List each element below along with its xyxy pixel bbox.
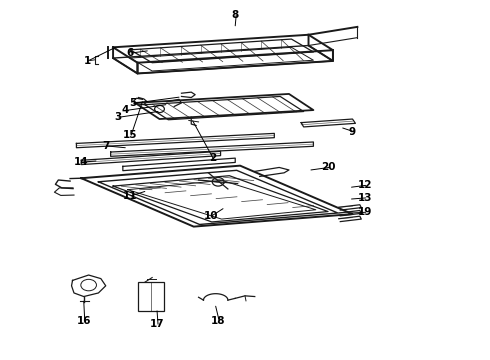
Text: 11: 11 bbox=[123, 191, 137, 201]
Text: 14: 14 bbox=[74, 157, 89, 167]
Text: 8: 8 bbox=[232, 10, 239, 20]
Text: 10: 10 bbox=[203, 211, 218, 221]
Text: 1: 1 bbox=[84, 55, 91, 66]
Text: 6: 6 bbox=[126, 48, 134, 58]
Text: 12: 12 bbox=[358, 180, 372, 190]
Text: 3: 3 bbox=[114, 112, 122, 122]
Text: 18: 18 bbox=[211, 316, 225, 325]
Text: 4: 4 bbox=[122, 105, 129, 116]
Text: 9: 9 bbox=[349, 127, 356, 136]
Text: 7: 7 bbox=[102, 141, 109, 151]
Text: 16: 16 bbox=[76, 316, 91, 325]
Text: 19: 19 bbox=[358, 207, 372, 217]
Text: 15: 15 bbox=[123, 130, 137, 140]
Text: 13: 13 bbox=[358, 193, 372, 203]
Bar bbox=[138, 282, 164, 311]
Text: 5: 5 bbox=[129, 98, 136, 108]
Text: 17: 17 bbox=[150, 319, 164, 329]
Text: 20: 20 bbox=[321, 162, 335, 172]
Text: 2: 2 bbox=[209, 153, 216, 163]
